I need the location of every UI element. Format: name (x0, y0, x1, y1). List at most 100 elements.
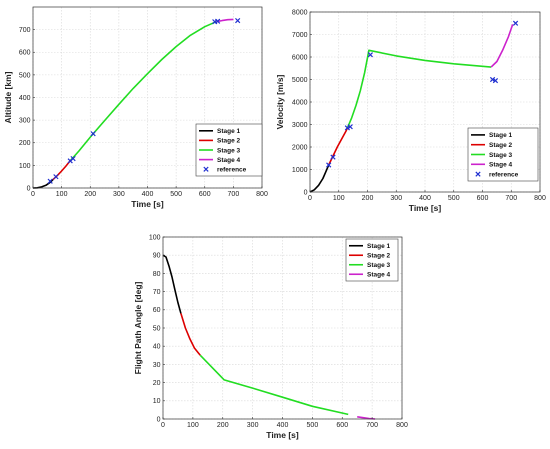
series-line-stage-3 (69, 20, 217, 162)
flight-path-angle-chart: 0 100 200 300 400 500 600 700 800 0 10 20 30 40 50 60 70… (133, 234, 408, 440)
series-line-stage-3 (199, 354, 349, 416)
y-tick-label: 80 (153, 271, 161, 278)
reference-point (344, 125, 350, 131)
reference-point (47, 178, 53, 184)
y-tick-label: 200 (19, 140, 31, 147)
series-line-stage-1 (162, 254, 182, 314)
x-tick-label: 0 (31, 191, 35, 198)
x-tick-label: 300 (390, 195, 402, 202)
legend-label: Stage 1 (367, 243, 391, 250)
legend-label: Stage 1 (217, 128, 241, 135)
x-tick-label: 300 (113, 191, 125, 198)
legend-label: Stage 3 (217, 147, 241, 154)
y-tick-label: 6000 (292, 54, 308, 61)
series-line-stage-3 (346, 49, 492, 129)
series-line-stage-2 (180, 313, 201, 356)
x-tick-label: 0 (161, 422, 165, 429)
reference-point (489, 76, 496, 83)
series-line-stage-4 (490, 24, 514, 68)
y-tick-label: 0 (304, 189, 308, 196)
velocity-chart: 0 100 200 300 400 500 600 700 800010002000300040… (275, 9, 546, 213)
y-tick-label: 500 (19, 72, 31, 79)
x-axis-label: Time [s] (131, 199, 164, 209)
y-tick-label: 4000 (292, 99, 308, 106)
y-tick-label: 100 (19, 163, 31, 170)
legend-label: Stage 2 (367, 253, 391, 260)
series-line-stage-4 (216, 18, 234, 23)
x-axis-label: Time [s] (409, 203, 442, 213)
y-tick-label: 700 (19, 27, 31, 34)
y-axis-label: Velocity [m/s] (275, 74, 285, 129)
y-tick-label: 600 (19, 50, 31, 57)
y-tick-label: 30 (153, 362, 161, 369)
legend-label: reference (217, 167, 247, 174)
x-tick-label: 300 (247, 422, 259, 429)
x-tick-label: 400 (277, 422, 289, 429)
x-tick-label: 600 (336, 422, 348, 429)
reference-point (235, 17, 241, 24)
y-tick-label: 60 (153, 307, 161, 314)
y-tick-label: 100 (149, 234, 161, 241)
y-tick-label: 10 (153, 398, 161, 405)
y-tick-label: 5000 (292, 77, 308, 84)
reference-point (215, 18, 221, 24)
y-tick-label: 3000 (292, 122, 308, 129)
legend-label: Stage 4 (217, 157, 241, 164)
y-axis-label: Altitude [km] (3, 71, 13, 123)
x-tick-label: 100 (56, 191, 68, 198)
y-tick-label: 90 (153, 253, 161, 260)
x-tick-label: 700 (366, 422, 378, 429)
y-tick-label: 400 (19, 95, 31, 102)
y-axis-label: Flight Path Angle [deg] (133, 281, 143, 374)
x-tick-label: 100 (187, 422, 199, 429)
reference-point (347, 124, 353, 130)
x-tick-label: 600 (199, 191, 211, 198)
y-tick-label: 0 (27, 185, 31, 192)
legend-marker (203, 166, 209, 172)
x-axis-label: Time [s] (266, 430, 299, 440)
reference-point (367, 52, 373, 58)
series-line-stage-1 (309, 164, 330, 193)
x-tick-label: 500 (307, 422, 319, 429)
x-tick-label: 800 (534, 195, 546, 202)
x-tick-label: 200 (217, 422, 229, 429)
y-tick-label: 2000 (292, 144, 308, 151)
x-tick-label: 200 (84, 191, 96, 198)
y-tick-label: 300 (19, 118, 31, 125)
altitude-chart: 0 100 200 300 400 500 600 700 800 0 100 200 300 400 50… (3, 6, 268, 209)
y-tick-label: 8000 (292, 9, 308, 16)
y-tick-label: 0 (157, 416, 161, 423)
legend: Stage 1 Stage 2 Stage 3 Stage 4 reference (467, 127, 539, 182)
reference-point (53, 174, 59, 180)
legend-label: Stage 4 (367, 272, 391, 279)
reference-point (90, 131, 96, 137)
x-tick-label: 100 (333, 195, 345, 202)
y-tick-label: 1000 (292, 167, 308, 174)
x-tick-label: 400 (142, 191, 154, 198)
legend-label: Stage 1 (489, 132, 513, 139)
x-tick-label: 800 (256, 191, 268, 198)
x-tick-label: 200 (362, 195, 374, 202)
y-tick-label: 70 (153, 289, 161, 296)
x-tick-label: 600 (477, 195, 489, 202)
x-tick-label: 700 (228, 191, 240, 198)
legend-label: Stage 3 (489, 152, 513, 159)
legend: Stage 1 Stage 2 Stage 3 Stage 4 reference (195, 123, 263, 177)
reference-point (330, 154, 336, 160)
y-tick-label: 50 (153, 325, 161, 332)
y-tick-label: 40 (153, 344, 161, 351)
x-tick-label: 700 (505, 195, 517, 202)
x-tick-label: 800 (396, 422, 408, 429)
x-tick-label: 500 (170, 191, 182, 198)
legend-marker (475, 171, 481, 177)
reference-point (70, 155, 76, 162)
x-tick-label: 400 (419, 195, 431, 202)
reference-point (512, 20, 519, 26)
y-tick-label: 20 (153, 380, 161, 387)
legend-label: Stage 2 (217, 138, 241, 145)
legend-label: Stage 4 (489, 162, 513, 169)
legend: Stage 1 Stage 2 Stage 3 Stage 4 (345, 238, 399, 282)
x-tick-label: 0 (308, 195, 312, 202)
legend-label: Stage 2 (489, 142, 513, 149)
